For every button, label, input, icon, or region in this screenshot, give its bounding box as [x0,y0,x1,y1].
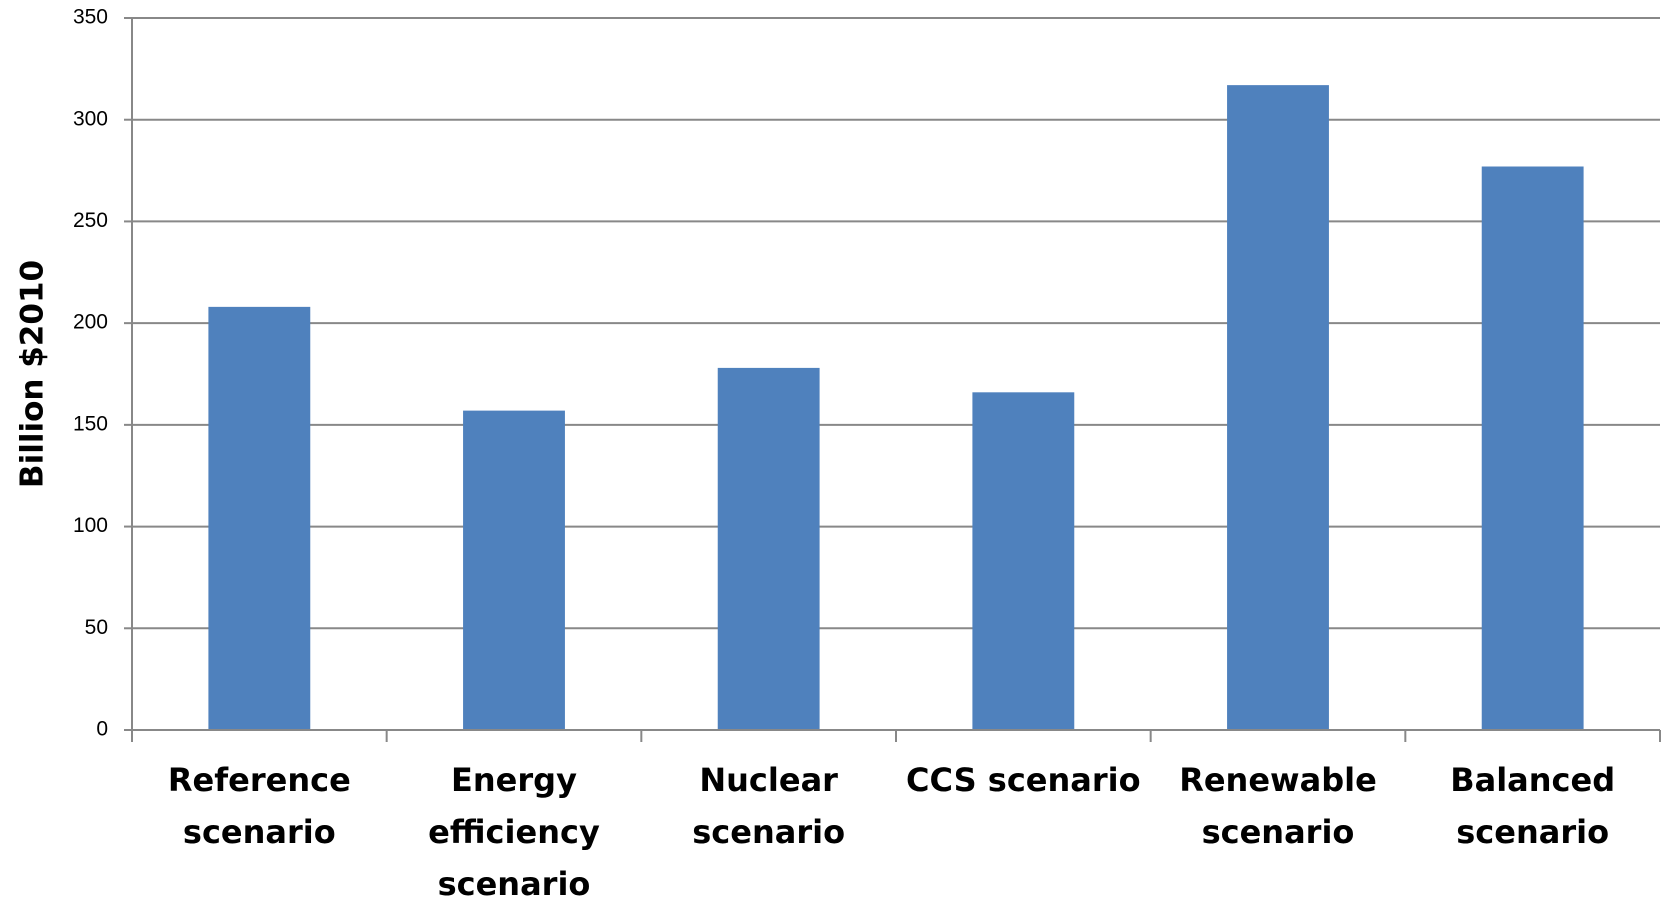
bar [972,392,1075,730]
x-tick-label: Renewable scenario [1179,761,1377,851]
bar [463,410,565,730]
x-tick-label: Energy efficiency scenario [428,761,600,903]
y-tick-label: 50 [85,616,108,639]
y-tick-label: 0 [96,718,108,741]
x-tick-label: Balanced scenario [1450,761,1616,851]
y-tick-label: 300 [73,107,108,130]
y-tick-label: 250 [73,209,108,232]
bar [1227,85,1329,731]
y-tick-label: 100 [73,514,108,537]
bar [717,367,820,730]
bar [208,306,311,730]
y-tick-label: 150 [73,412,108,435]
bar [1481,166,1584,730]
x-tick-label: CCS scenario [906,761,1141,799]
y-tick-label: 200 [73,311,108,334]
y-tick-label: 350 [73,6,108,29]
y-axis-label: Billion $2010 [15,260,51,488]
x-tick-label: Reference scenario [167,761,351,851]
x-tick-label: Nuclear scenario [692,761,846,851]
